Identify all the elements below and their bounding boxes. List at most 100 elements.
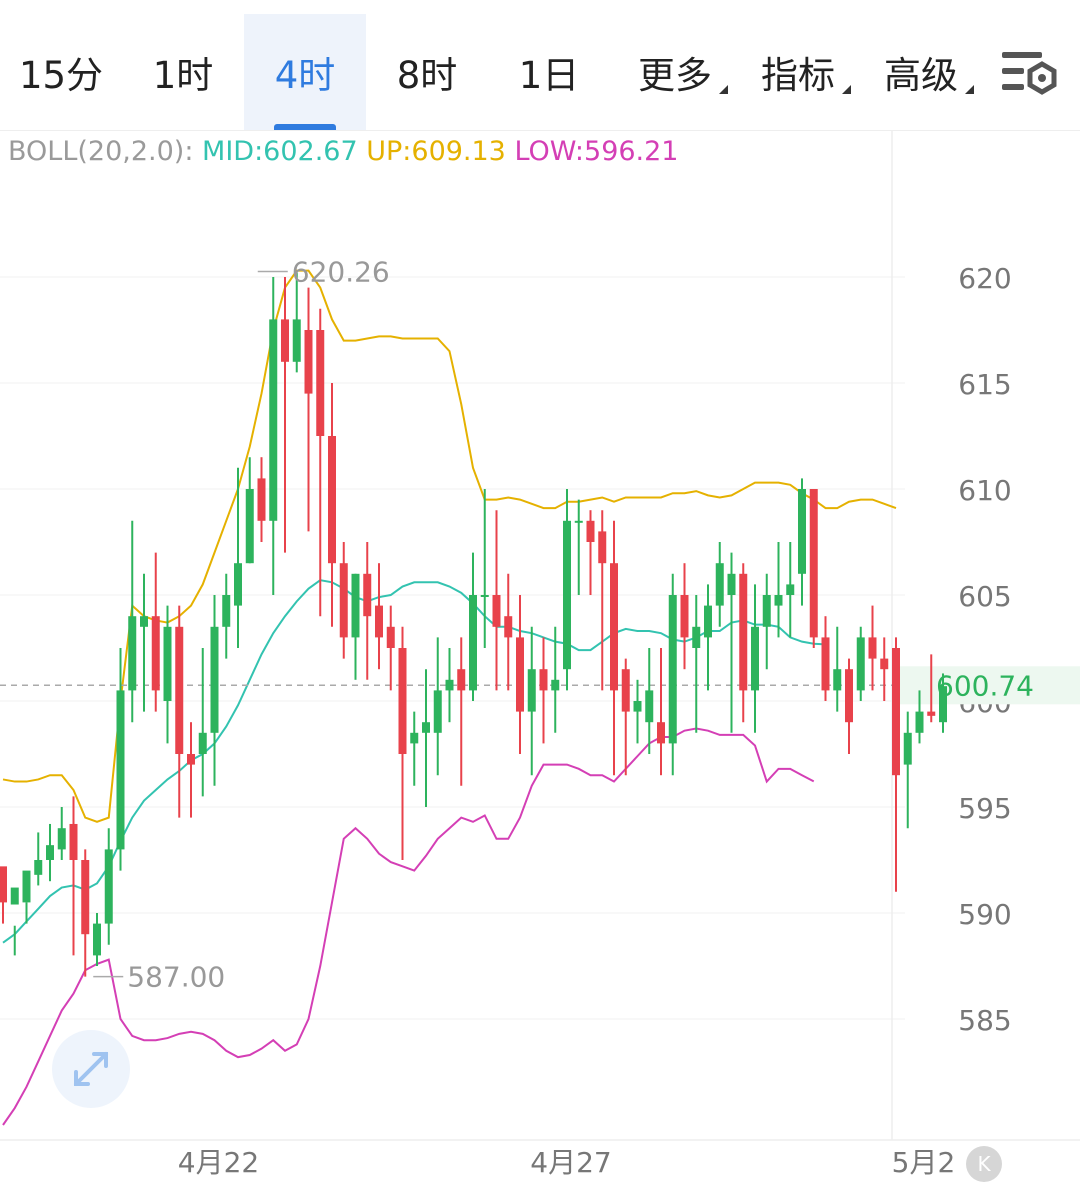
dropdown-caret-icon (719, 85, 728, 94)
candle-body (93, 923, 101, 956)
candle-body (833, 669, 842, 691)
y-tick-label: 595 (958, 792, 1011, 825)
candle-body (351, 573, 360, 638)
candle-body (574, 520, 583, 523)
candle-body (151, 616, 160, 691)
candle-body (281, 319, 289, 362)
tab-4hour[interactable]: 4时 (244, 14, 366, 130)
candle-body (0, 866, 7, 903)
candle-body (116, 690, 125, 850)
candle-body (422, 722, 430, 733)
candle-body (269, 319, 278, 521)
candle-body (668, 595, 677, 744)
k-button[interactable]: K (966, 1146, 1002, 1182)
candle-body (927, 711, 936, 716)
boll-mid-line (2, 579, 826, 944)
dropdown-caret-icon (965, 85, 974, 94)
candle-body (339, 563, 348, 638)
candle-body (410, 732, 419, 744)
y-tick-label: 590 (958, 898, 1011, 931)
candle-body (398, 648, 407, 754)
candle-body (492, 595, 501, 627)
tab-advanced[interactable]: 高级 (860, 14, 982, 130)
candle-body (657, 722, 665, 744)
candle-body (539, 669, 548, 691)
tab-label: 4时 (274, 54, 336, 97)
tab-label: 1时 (152, 54, 214, 97)
boll-lower-line (2, 727, 815, 1126)
candle-body (692, 626, 701, 648)
candle-body (892, 648, 900, 776)
x-tick-label: 4月27 (530, 1146, 611, 1179)
tab-1day[interactable]: 1日 (488, 14, 610, 130)
current-price-label: 600.74 (936, 669, 1034, 702)
y-tick-label: 620 (958, 262, 1011, 295)
candle-body (880, 658, 889, 670)
candle-body (610, 563, 618, 691)
candle-body (809, 489, 818, 638)
tab-label: 更多 (638, 54, 712, 97)
candle-body (433, 690, 442, 733)
candle-body (903, 732, 912, 765)
legend-mid-value: MID:602.67 (202, 136, 358, 167)
candle-body (34, 860, 43, 875)
expand-chart-button[interactable] (52, 1030, 130, 1108)
dropdown-caret-icon (842, 85, 851, 94)
candle-body (704, 605, 712, 638)
candle-body (245, 489, 254, 564)
tab-8hour[interactable]: 8时 (366, 14, 488, 130)
boll-legend: BOLL(20,2.0): MID:602.67 UP:609.13 LOW:5… (8, 136, 679, 167)
boll-upper-line (2, 269, 897, 823)
legend-low-value: LOW:596.21 (514, 136, 679, 167)
candle-body (304, 330, 313, 394)
candle-body (939, 686, 947, 723)
candle-body (128, 616, 137, 691)
candle-body (57, 828, 66, 850)
candle-body (715, 563, 724, 606)
candle-body (445, 679, 454, 691)
x-tick-label: 5月2 (892, 1146, 956, 1179)
tab-indicators[interactable]: 指标 (737, 14, 859, 130)
candle-body (363, 573, 372, 617)
candle-body (46, 845, 54, 860)
candle-body (81, 860, 90, 935)
tab-more[interactable]: 更多 (614, 14, 736, 130)
expand-arrows-icon (74, 1052, 108, 1086)
tab-1hour[interactable]: 1时 (122, 14, 244, 130)
chart-settings-icon[interactable] (1000, 46, 1060, 100)
candle-body (504, 616, 513, 638)
candle-body (798, 489, 806, 574)
candle-body (645, 690, 654, 723)
tab-15min[interactable]: 15分 (0, 14, 122, 130)
candle-body (469, 595, 477, 691)
candle-body (680, 595, 689, 638)
legend-indicator-name: BOLL(20,2.0): (8, 136, 194, 167)
candle-body (292, 319, 301, 362)
candle-body (210, 626, 219, 733)
candle-body (845, 669, 853, 723)
candle-body (527, 669, 536, 712)
candle-body (316, 330, 325, 436)
candle-body (821, 637, 830, 691)
tab-label: 高级 (884, 54, 958, 97)
candle-body (375, 605, 383, 638)
candle-body (727, 573, 736, 595)
candle-body (386, 626, 395, 648)
candle-body (328, 436, 336, 564)
tab-label: 指标 (761, 54, 835, 97)
candle-body (739, 573, 748, 691)
timeframe-tabs: 15分 1时 4时 8时 1日 更多 指标 高级 (0, 0, 1080, 131)
annotation-label: 587.00 (127, 961, 225, 994)
candle-body (480, 595, 489, 597)
candle-body (786, 584, 795, 595)
tab-label: 1日 (518, 54, 580, 97)
x-tick-label: 4月22 (178, 1146, 259, 1179)
candle-body (222, 595, 231, 627)
annotation-label: 620.26 (292, 255, 390, 288)
candle-body (257, 478, 266, 521)
candle-body (234, 563, 242, 606)
active-tab-indicator (274, 124, 336, 130)
candle-body (762, 595, 771, 627)
candle-body (586, 520, 595, 542)
